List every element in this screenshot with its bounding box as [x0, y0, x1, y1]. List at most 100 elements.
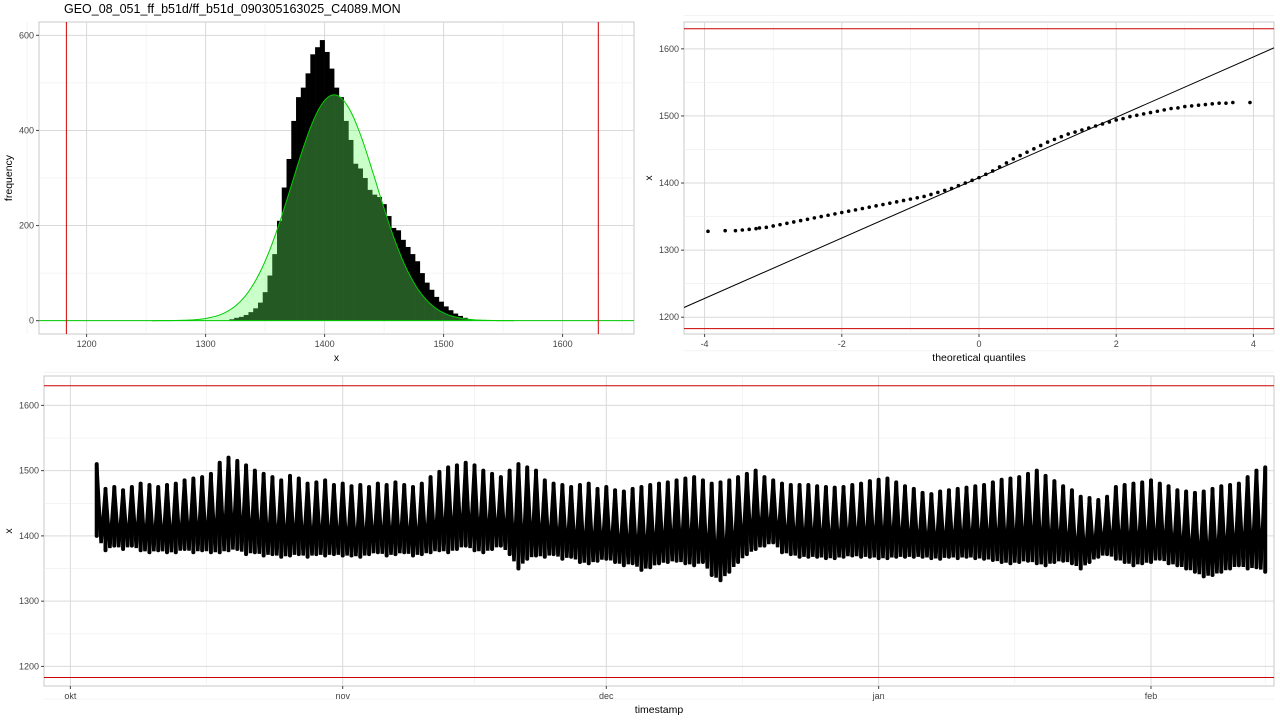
- qq-point: [798, 218, 803, 223]
- qq-point: [922, 194, 926, 199]
- histogram-bar: [334, 87, 340, 321]
- qq-point: [1176, 106, 1180, 110]
- histogram-bar: [262, 292, 268, 321]
- qq-point: [1086, 126, 1091, 130]
- qq-point: [1093, 124, 1098, 128]
- histogram-bar: [376, 197, 383, 321]
- qq-point: [723, 228, 727, 233]
- x-tick-label: nov: [335, 691, 350, 701]
- x-tick-label: jan: [872, 691, 885, 701]
- x-tick-label: 4: [1251, 339, 1256, 349]
- x-tick-label: -2: [838, 339, 846, 349]
- histogram-bar: [277, 220, 283, 321]
- x-tick-label: 1500: [434, 339, 454, 349]
- qq-point: [963, 181, 968, 185]
- y-tick-label: 1300: [659, 245, 679, 255]
- qq-point: [757, 226, 762, 230]
- histogram-bar: [410, 254, 416, 321]
- qq-point: [915, 195, 920, 200]
- qq-plot-panel: -4 -2 0 2 4 1200 1300 1400 1500 1600 theoretical q…: [643, 14, 1275, 364]
- histogram-bar: [305, 73, 311, 321]
- qq-point: [1100, 122, 1105, 126]
- density-curve: [151, 94, 514, 322]
- qq-point: [733, 228, 738, 233]
- histogram-bar: [234, 317, 240, 321]
- qq-point: [1059, 134, 1064, 139]
- x-tick-label: 0: [976, 339, 981, 349]
- qq-point: [1121, 116, 1125, 121]
- qq-point: [984, 172, 988, 177]
- histogram-bar: [396, 230, 402, 321]
- histogram-bar: [467, 319, 473, 321]
- histogram-bar: [324, 51, 330, 321]
- histogram-panel: 1200 1300 1400 1500 1600 0 200 400 600 x frequency: [3, 21, 635, 364]
- qq-point: [881, 202, 885, 207]
- histogram-bar: [338, 97, 344, 321]
- qq-point: [812, 216, 817, 220]
- qq-point: [1128, 114, 1132, 119]
- qq-point: [747, 227, 751, 232]
- qq-point: [949, 186, 954, 191]
- histogram-bar: [229, 319, 235, 321]
- qq-point: [874, 204, 878, 208]
- qq-point: [1018, 153, 1022, 158]
- x-tick-label: dec: [599, 691, 614, 701]
- series-points: [94, 457, 1267, 578]
- y-tick-label: 1200: [659, 312, 679, 322]
- qq-point: [1162, 108, 1167, 112]
- qq-point: [853, 208, 858, 212]
- histogram-bar: [300, 87, 306, 321]
- qq-point: [1189, 104, 1194, 108]
- qq-point: [778, 222, 782, 227]
- histogram-bar: [381, 204, 387, 321]
- density-area: [152, 94, 516, 321]
- qq-point: [929, 192, 933, 197]
- y-tick-label: 0: [29, 316, 34, 326]
- qq-point: [1169, 106, 1173, 111]
- qq-point: [846, 209, 851, 214]
- qq-point: [1196, 103, 1201, 107]
- y-tick-label: 600: [19, 30, 34, 40]
- x-tick-label: 2: [1114, 339, 1119, 349]
- qq-point: [1066, 132, 1070, 136]
- histogram-bar: [405, 246, 411, 321]
- y-tick-label: 1400: [19, 531, 39, 541]
- y-tick-label: 1400: [659, 178, 679, 188]
- qq-point: [1052, 137, 1057, 142]
- histogram-bar: [296, 97, 302, 321]
- histogram-bar: [391, 227, 397, 321]
- qq-point: [1231, 100, 1235, 105]
- histogram-bar: [315, 47, 321, 321]
- qq-point: [839, 210, 844, 215]
- qq-point: [1073, 130, 1077, 134]
- qq-point: [819, 214, 824, 219]
- page-title: GEO_08_051_ff_b51d/ff_b51d_090305163025_…: [64, 2, 401, 16]
- qq-point: [990, 169, 995, 173]
- qq-point: [1248, 100, 1252, 105]
- histogram-bar: [400, 239, 406, 321]
- histogram-bar: [253, 308, 259, 321]
- y-tick-label: 1600: [659, 44, 679, 54]
- qq-point: [867, 205, 872, 209]
- x-tick-label: 1400: [315, 339, 335, 349]
- qq-point: [1203, 102, 1208, 107]
- qq-point: [764, 225, 769, 230]
- timeseries-panel: okt nov dec jan feb 1200 1300 1400 1500 1600 times…: [3, 372, 1275, 716]
- histogram-bar: [424, 282, 430, 321]
- qq-point: [942, 188, 947, 193]
- qq-point: [754, 226, 758, 231]
- x-axis-title: timestamp: [635, 704, 684, 716]
- y-tick-label: 1500: [659, 111, 679, 121]
- y-tick-label: 1300: [19, 596, 39, 606]
- x-tick-label: 1600: [553, 339, 573, 349]
- x-tick-label: okt: [64, 691, 77, 701]
- qq-point: [1045, 140, 1050, 144]
- histogram-bar: [248, 312, 254, 321]
- qq-point: [860, 206, 865, 211]
- histogram-bar: [329, 68, 335, 321]
- histogram-bar: [386, 216, 392, 321]
- y-tick-label: 200: [19, 221, 34, 231]
- y-axis-title: x: [3, 528, 15, 534]
- qq-point: [785, 221, 789, 226]
